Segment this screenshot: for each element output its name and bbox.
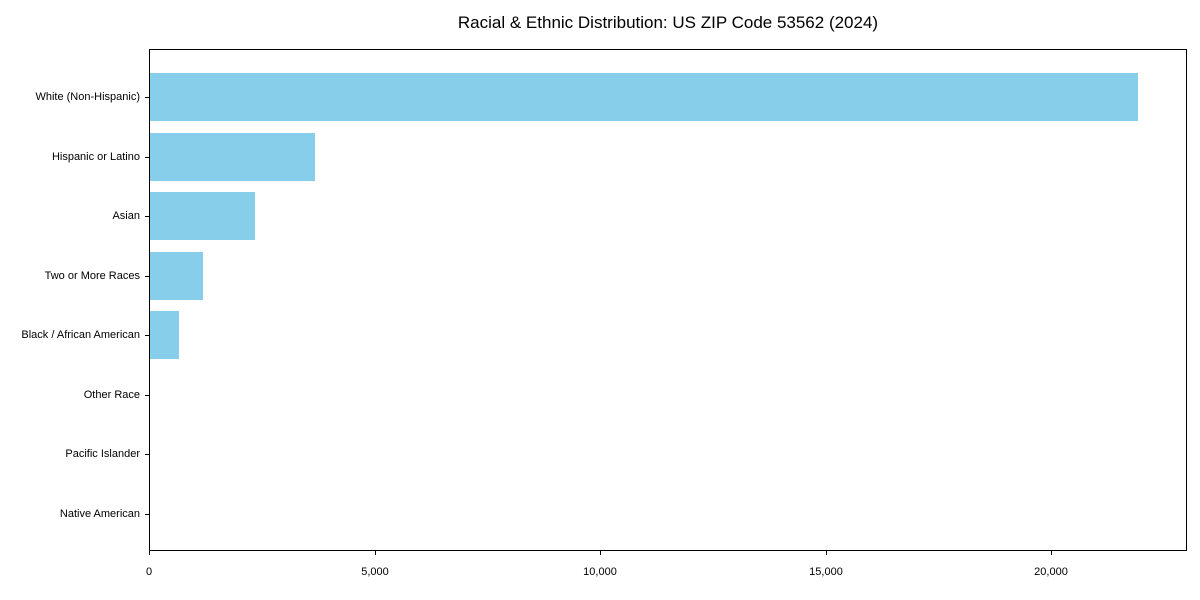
x-axis-tick	[149, 551, 150, 555]
y-tick-label: White (Non-Hispanic)	[35, 91, 140, 103]
y-axis-tick	[145, 335, 149, 336]
y-tick-label: Hispanic or Latino	[51, 151, 140, 163]
x-tick-label: 10,000	[583, 566, 617, 578]
y-axis-tick	[145, 216, 149, 217]
x-axis-tick	[826, 551, 827, 555]
y-tick-label: Asian	[112, 210, 140, 222]
x-tick-label: 0	[145, 566, 153, 578]
x-tick-label: 15,000	[809, 566, 843, 578]
plot-area	[149, 49, 1187, 551]
y-axis-tick	[145, 157, 149, 158]
y-tick-label: Two or More Races	[44, 270, 140, 282]
x-axis-tick	[375, 551, 376, 555]
bar-two-or-more-races	[150, 252, 203, 300]
bar-asian	[150, 192, 255, 240]
bar-white-non-hispanic	[150, 73, 1138, 121]
bar-hispanic-or-latino	[150, 133, 315, 181]
y-axis-tick	[145, 454, 149, 455]
y-tick-label: Native American	[59, 508, 140, 520]
y-tick-label: Other Race	[83, 389, 140, 401]
y-axis-tick	[145, 514, 149, 515]
x-tick-label: 20,000	[1034, 566, 1068, 578]
x-tick-label: 5,000	[361, 566, 389, 578]
chart-title: Racial & Ethnic Distribution: US ZIP Cod…	[457, 13, 879, 32]
y-axis-tick	[145, 395, 149, 396]
y-axis-tick	[145, 276, 149, 277]
y-tick-label: Black / African American	[21, 329, 140, 341]
x-axis-tick	[600, 551, 601, 555]
y-tick-label: Pacific Islander	[65, 448, 140, 460]
bar-black-african-american	[150, 311, 179, 359]
x-axis-tick	[1051, 551, 1052, 555]
y-axis-tick	[145, 97, 149, 98]
